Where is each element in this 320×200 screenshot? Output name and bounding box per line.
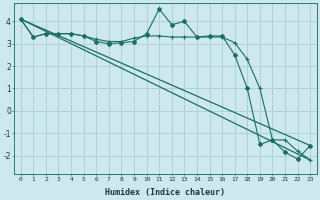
X-axis label: Humidex (Indice chaleur): Humidex (Indice chaleur): [106, 188, 226, 197]
